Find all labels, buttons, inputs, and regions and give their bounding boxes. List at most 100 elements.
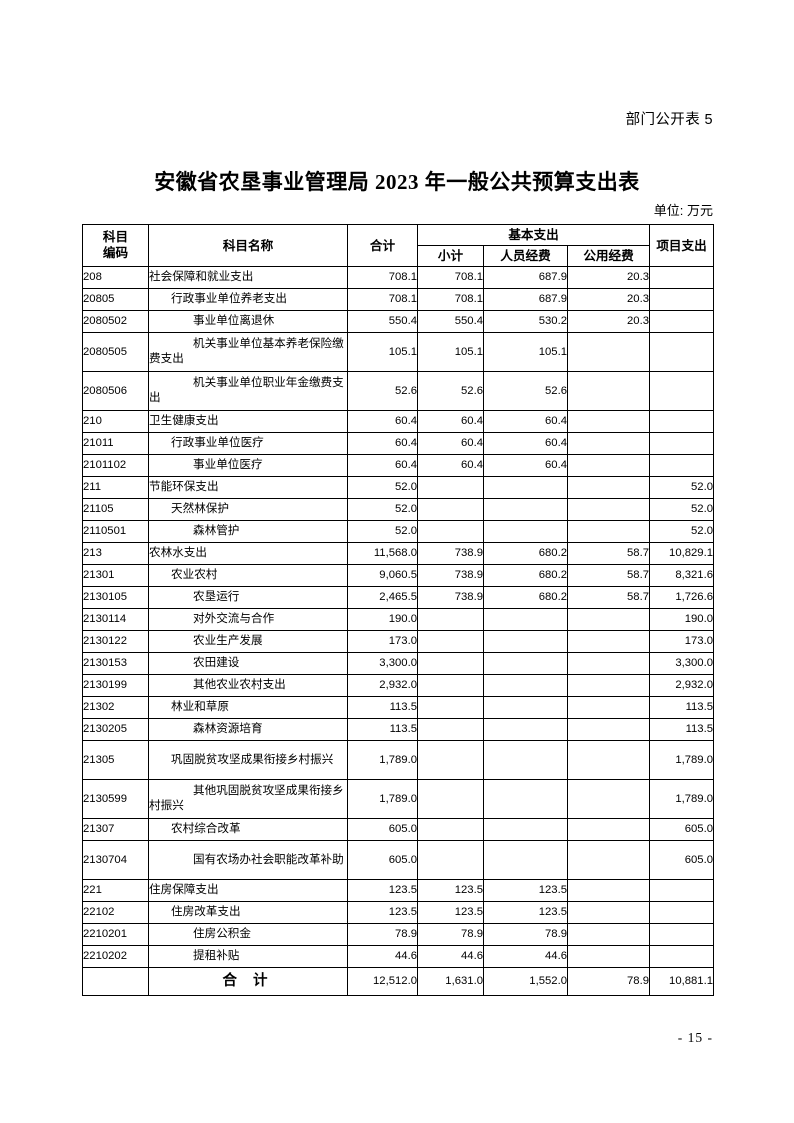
row-name-text: 农村综合改革 [171, 822, 241, 836]
column-header-code: 科目 编码 [82, 223, 149, 268]
row-code: 21305 [82, 740, 149, 781]
column-header-basic-subtotal: 小计 [417, 245, 484, 268]
row-total: 9,060.5 [347, 564, 418, 588]
table-row: 2210201 住房公积金 78.9 78.9 78.9 [82, 923, 715, 947]
row-name: 农业农村 [148, 564, 348, 588]
row-subtotal [417, 674, 484, 698]
column-header-basic-staff: 人员经费 [483, 245, 568, 268]
row-total: 123.5 [347, 901, 418, 925]
table-row: 2130599 其他巩固脱贫攻坚成果衔接乡村振兴 1,789.0 1,789.0 [82, 779, 715, 820]
row-public [566, 718, 651, 742]
column-header-basic-public: 公用经费 [566, 245, 651, 268]
row-subtotal [417, 630, 484, 654]
row-project [649, 879, 715, 903]
row-name: 社会保障和就业支出 [148, 266, 348, 290]
row-name-text: 事业单位医疗 [193, 458, 263, 472]
row-staff [483, 818, 568, 842]
table-row: 20805 行政事业单位养老支出 708.1 708.1 687.9 20.3 [82, 288, 715, 312]
row-total: 2,932.0 [347, 674, 418, 698]
row-subtotal [417, 818, 484, 842]
row-staff [483, 608, 568, 632]
row-code: 2080502 [82, 310, 149, 334]
row-code: 208 [82, 266, 149, 290]
row-subtotal: 60.4 [417, 410, 484, 434]
table-body: 208 社会保障和就业支出 708.1 708.1 687.9 20.3 20805 行政事业… [82, 266, 715, 969]
row-total: 11,568.0 [347, 542, 418, 566]
row-project [649, 332, 715, 373]
row-code: 20805 [82, 288, 149, 312]
total-row-project: 10,881.1 [649, 967, 715, 997]
row-subtotal: 44.6 [417, 945, 484, 969]
row-name-text: 提租补贴 [193, 949, 240, 963]
table-row: 2130205 森林资源培育 113.5 113.5 [82, 718, 715, 742]
row-name: 林业和草原 [148, 696, 348, 720]
row-public [566, 779, 651, 820]
row-total: 52.6 [347, 371, 418, 412]
column-header-total: 合计 [347, 223, 418, 268]
row-project: 8,321.6 [649, 564, 715, 588]
row-name: 住房保障支出 [148, 879, 348, 903]
row-public [566, 901, 651, 925]
row-total: 708.1 [347, 266, 418, 290]
row-total: 1,789.0 [347, 740, 418, 781]
table-header-row-2: 小计 人员经费 公用经费 [83, 245, 714, 268]
row-subtotal: 708.1 [417, 266, 484, 290]
column-header-project: 项目支出 [649, 223, 715, 268]
row-name: 行政事业单位医疗 [148, 432, 348, 456]
row-code: 2210202 [82, 945, 149, 969]
row-name-text: 巩固脱贫攻坚成果衔接乡村振兴 [171, 752, 334, 766]
row-project: 3,300.0 [649, 652, 715, 676]
row-name: 其他巩固脱贫攻坚成果衔接乡村振兴 [148, 779, 348, 820]
row-project: 1,726.6 [649, 586, 715, 610]
table-row: 2130122 农业生产发展 173.0 173.0 [82, 630, 715, 654]
row-subtotal: 123.5 [417, 901, 484, 925]
row-staff: 680.2 [483, 542, 568, 566]
row-project: 2,932.0 [649, 674, 715, 698]
row-subtotal [417, 476, 484, 500]
form-label: 部门公开表 5 [625, 112, 713, 128]
row-project [649, 454, 715, 478]
row-name: 住房改革支出 [148, 901, 348, 925]
total-row-staff: 1,552.0 [483, 967, 568, 997]
row-total: 52.0 [347, 476, 418, 500]
row-name-text: 农田建设 [193, 656, 240, 670]
row-staff: 44.6 [483, 945, 568, 969]
table-row: 2130704 国有农场办社会职能改革补助 605.0 605.0 [82, 840, 715, 881]
row-total: 60.4 [347, 432, 418, 456]
row-project: 190.0 [649, 608, 715, 632]
row-project [649, 266, 715, 290]
row-name-text: 住房改革支出 [171, 905, 241, 919]
row-staff: 52.6 [483, 371, 568, 412]
row-total: 44.6 [347, 945, 418, 969]
row-project [649, 310, 715, 334]
row-name-text: 机关事业单位基本养老保险缴费支出 [149, 337, 344, 366]
row-total: 550.4 [347, 310, 418, 334]
row-staff [483, 630, 568, 654]
table-row: 21307 农村综合改革 605.0 605.0 [82, 818, 715, 842]
column-header-code-line1: 科目 [102, 230, 129, 245]
row-staff: 78.9 [483, 923, 568, 947]
row-project: 10,829.1 [649, 542, 715, 566]
row-subtotal: 123.5 [417, 879, 484, 903]
row-code: 21301 [82, 564, 149, 588]
row-code: 2130205 [82, 718, 149, 742]
row-code: 221 [82, 879, 149, 903]
row-public [566, 696, 651, 720]
row-name: 农村综合改革 [148, 818, 348, 842]
row-name: 巩固脱贫攻坚成果衔接乡村振兴 [148, 740, 348, 781]
row-staff [483, 674, 568, 698]
table-footer: 合 计 12,512.0 1,631.0 1,552.0 78.9 10,881… [82, 967, 715, 997]
row-staff: 687.9 [483, 288, 568, 312]
table-row: 208 社会保障和就业支出 708.1 708.1 687.9 20.3 [82, 266, 715, 290]
row-total: 105.1 [347, 332, 418, 373]
row-total: 605.0 [347, 818, 418, 842]
row-public [566, 454, 651, 478]
row-name-text: 行政事业单位养老支出 [171, 292, 287, 306]
row-code: 21011 [82, 432, 149, 456]
row-code: 2130122 [82, 630, 149, 654]
row-project [649, 901, 715, 925]
table-row: 2210202 提租补贴 44.6 44.6 44.6 [82, 945, 715, 969]
table-row: 21302 林业和草原 113.5 113.5 [82, 696, 715, 720]
column-header-code-line2: 编码 [102, 245, 129, 260]
row-total: 60.4 [347, 454, 418, 478]
